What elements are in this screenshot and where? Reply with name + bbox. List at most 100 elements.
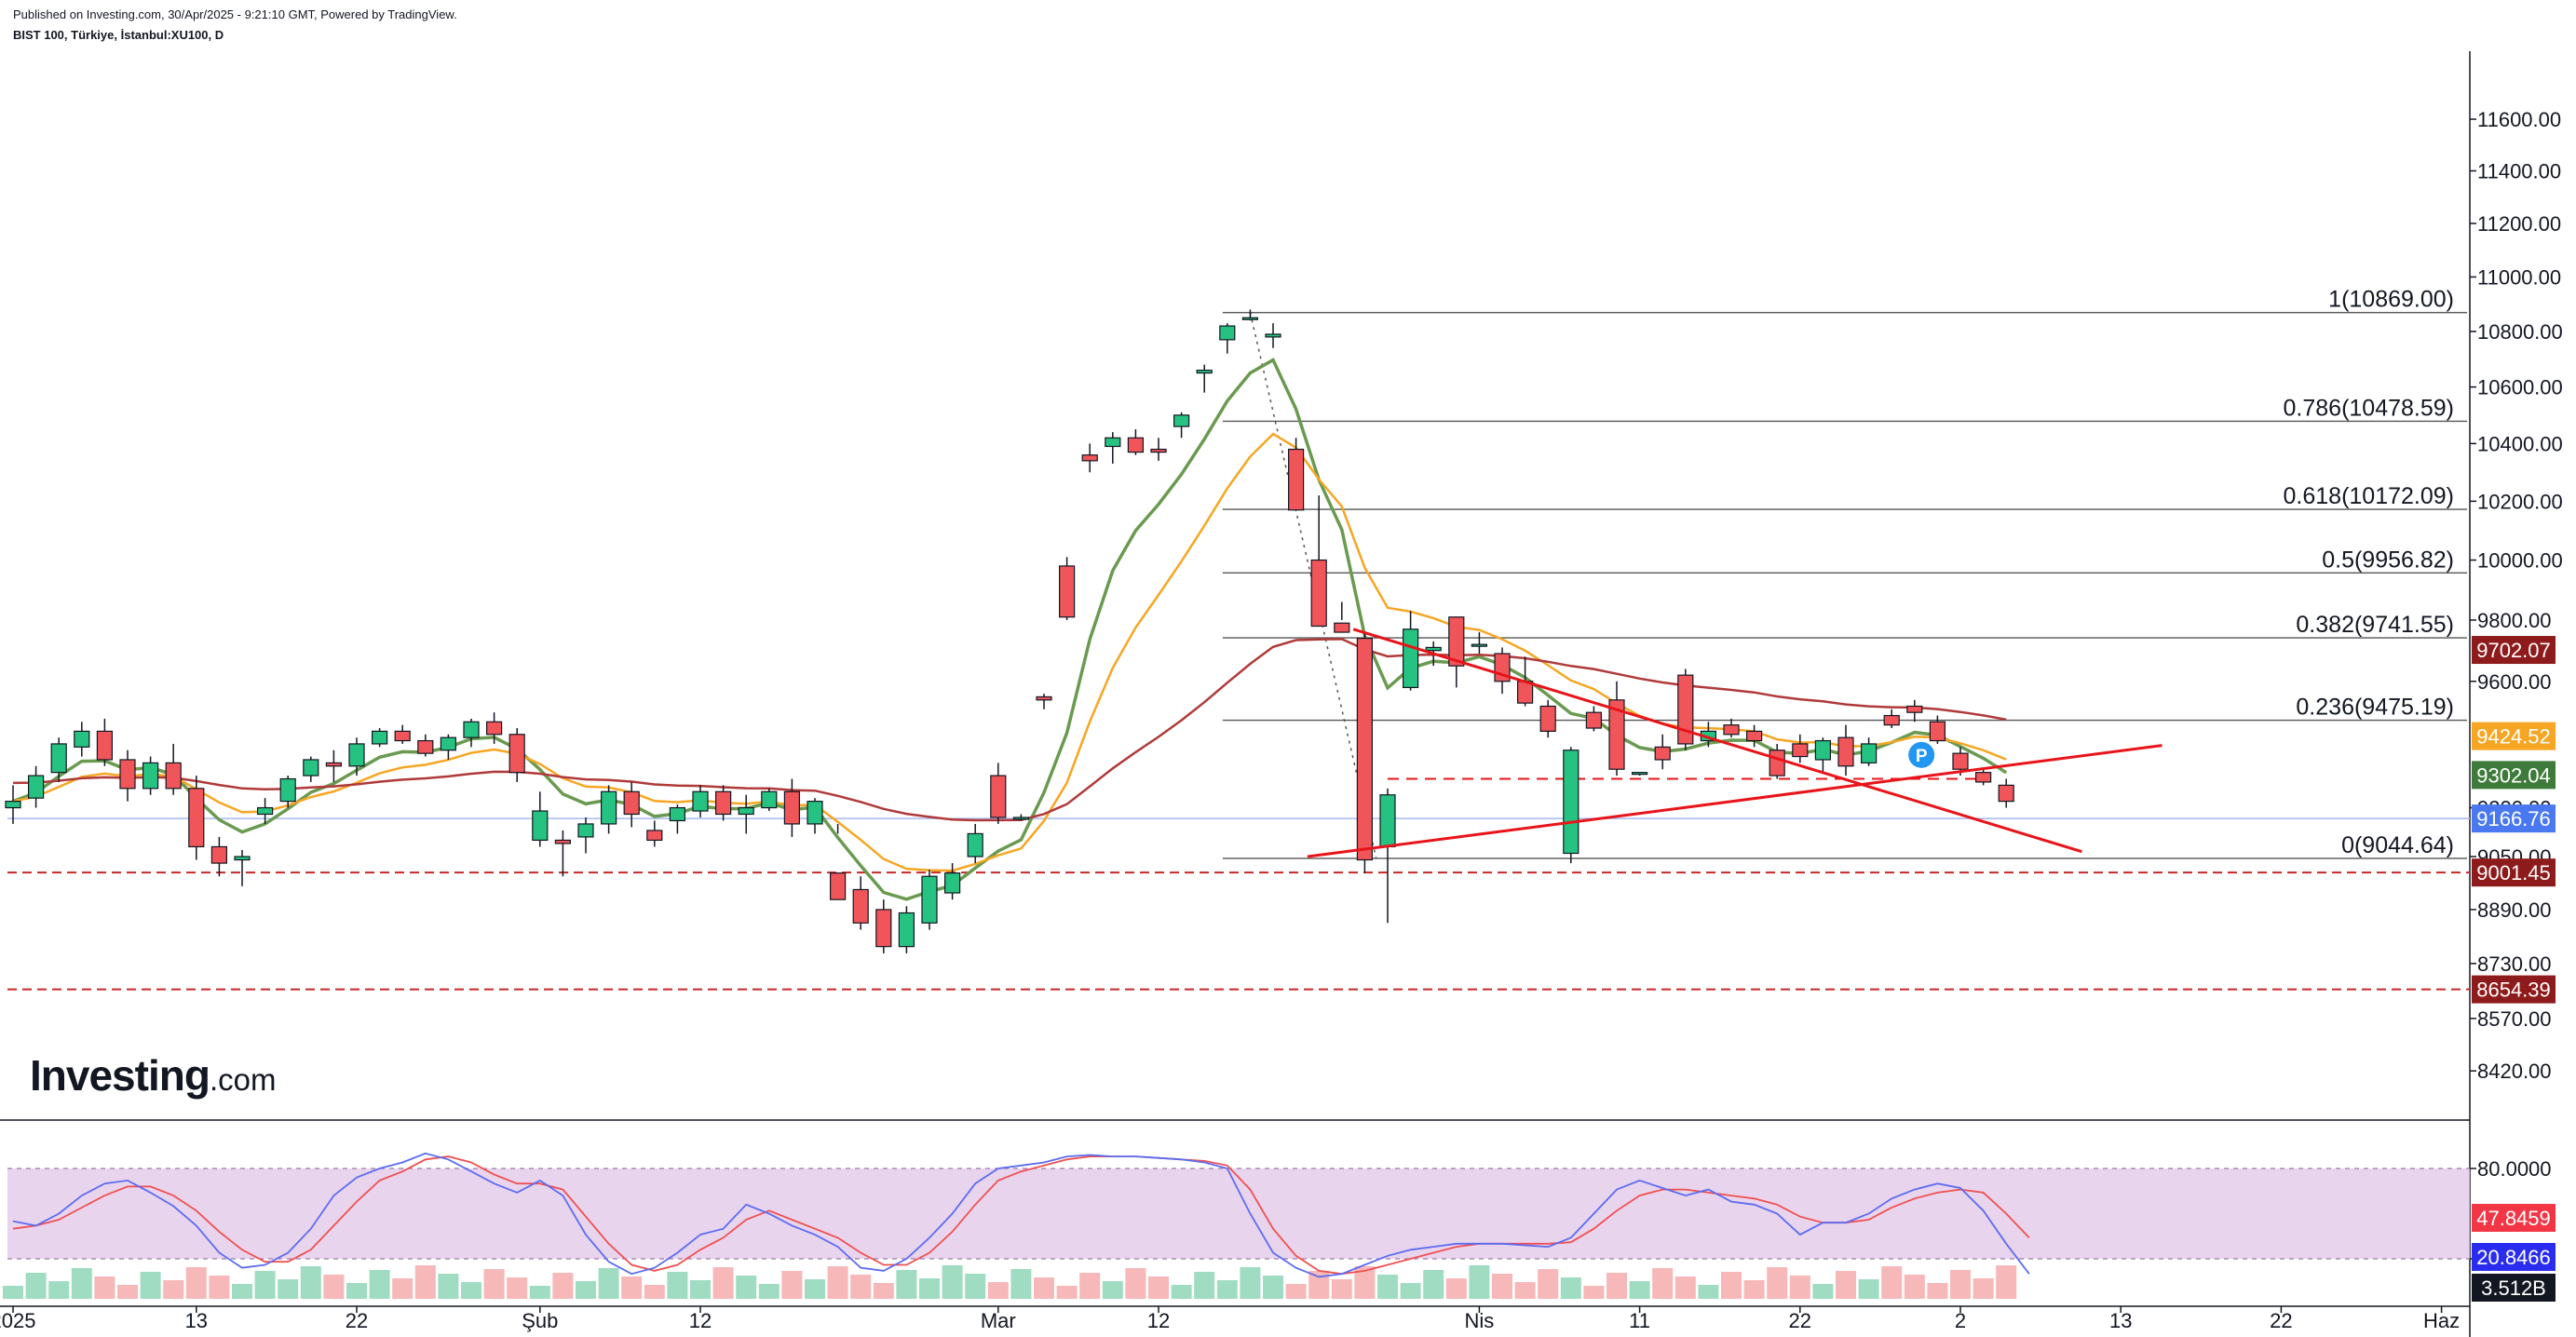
candle[interactable]: [1792, 734, 1809, 763]
candle[interactable]: [165, 743, 182, 795]
candle[interactable]: [692, 785, 709, 817]
candle[interactable]: [1036, 694, 1052, 709]
candle[interactable]: [1219, 323, 1236, 354]
candle[interactable]: [1883, 709, 1900, 729]
candle[interactable]: [74, 722, 90, 757]
candle[interactable]: [967, 823, 983, 864]
candle[interactable]: [1608, 681, 1625, 777]
time-axis[interactable]: 20251322Şub12Mar12Nis112221322Haz: [0, 1306, 2460, 1332]
candle[interactable]: [783, 778, 801, 837]
candle[interactable]: [303, 756, 319, 782]
candle[interactable]: [142, 756, 159, 795]
candle[interactable]: [1860, 737, 1878, 766]
candle[interactable]: [1539, 699, 1556, 738]
candle[interactable]: [1310, 495, 1327, 628]
candle[interactable]: [1654, 734, 1671, 770]
candle[interactable]: [943, 863, 961, 900]
time-tick-label: Şub: [522, 1309, 558, 1332]
price-axis[interactable]: 11600.00 11400.00 11200.00 11000.00 10800.00…: [2470, 108, 2563, 1271]
candle[interactable]: [1745, 724, 1763, 748]
candle[interactable]: [1494, 647, 1511, 695]
candle[interactable]: [417, 734, 434, 757]
trendline-1[interactable]: [1307, 744, 2162, 858]
candle[interactable]: [646, 820, 663, 847]
candle[interactable]: [669, 804, 686, 834]
candle[interactable]: [714, 785, 732, 821]
candle[interactable]: [394, 724, 411, 744]
candle-body: [1814, 739, 1832, 761]
volume-bar: [942, 1265, 963, 1299]
candle[interactable]: [234, 849, 251, 886]
candle[interactable]: [554, 830, 572, 877]
time-tick-label: 13: [2109, 1309, 2132, 1332]
candle[interactable]: [875, 899, 892, 953]
candle[interactable]: [577, 817, 594, 854]
candle[interactable]: [1379, 788, 1396, 924]
candle[interactable]: [623, 781, 640, 828]
candle[interactable]: [807, 798, 823, 834]
candle[interactable]: [119, 750, 136, 802]
candle[interactable]: [1837, 724, 1854, 777]
candle[interactable]: [921, 870, 938, 930]
candle[interactable]: [463, 718, 480, 748]
candle[interactable]: [1631, 772, 1648, 777]
candle[interactable]: [508, 728, 525, 782]
candle[interactable]: [600, 785, 617, 834]
candle[interactable]: [1173, 412, 1190, 439]
candle[interactable]: [1906, 699, 1923, 723]
candle[interactable]: [532, 791, 549, 847]
candle[interactable]: [1081, 443, 1098, 473]
candle[interactable]: [1563, 747, 1579, 864]
candle[interactable]: [852, 876, 869, 930]
candle[interactable]: [1975, 769, 1992, 786]
candle[interactable]: [348, 737, 365, 777]
candle[interactable]: [990, 763, 1007, 824]
candle[interactable]: [1929, 715, 1946, 744]
candle[interactable]: [5, 785, 21, 824]
candle[interactable]: [485, 712, 503, 744]
candle[interactable]: [1356, 632, 1374, 873]
candle[interactable]: [761, 788, 778, 812]
candle[interactable]: [1448, 616, 1465, 688]
candle[interactable]: [1585, 706, 1603, 732]
candle[interactable]: [188, 776, 205, 860]
candle[interactable]: [1241, 309, 1259, 321]
candle[interactable]: [1058, 557, 1076, 620]
candle[interactable]: [1952, 747, 1969, 777]
candle[interactable]: [898, 906, 915, 953]
candle[interactable]: [1998, 778, 2014, 808]
candle[interactable]: [28, 765, 45, 808]
volume-bar: [185, 1267, 207, 1299]
candles-layer[interactable]: [5, 309, 2014, 953]
candle[interactable]: [1334, 601, 1350, 633]
candle[interactable]: [1814, 737, 1832, 773]
volume-bar: [1240, 1267, 1261, 1299]
candle[interactable]: [1127, 429, 1145, 455]
candle[interactable]: [1265, 323, 1281, 348]
candle[interactable]: [1196, 364, 1213, 393]
candle[interactable]: [372, 728, 388, 748]
candle[interactable]: [1012, 814, 1030, 821]
candle[interactable]: [1723, 718, 1740, 738]
candle[interactable]: [1105, 432, 1121, 464]
price-tick-label: 8420.00: [2477, 1060, 2552, 1083]
candle-body: [1471, 643, 1488, 647]
trendline-0[interactable]: [1352, 628, 2082, 854]
candle-body: [1081, 454, 1098, 462]
candle[interactable]: [1287, 438, 1305, 511]
candle[interactable]: [440, 734, 456, 760]
candle[interactable]: [325, 750, 342, 782]
candle[interactable]: [210, 836, 227, 877]
candle[interactable]: [738, 794, 754, 834]
candle[interactable]: [829, 823, 847, 900]
candle[interactable]: [1471, 632, 1488, 655]
candle[interactable]: [1150, 438, 1167, 461]
candle[interactable]: [279, 776, 296, 808]
candle[interactable]: [50, 737, 67, 782]
candle[interactable]: [1402, 611, 1419, 691]
trendline-layer[interactable]: P: [1307, 628, 2162, 858]
candle[interactable]: [1677, 668, 1694, 750]
candle[interactable]: [257, 798, 274, 824]
candle[interactable]: [96, 718, 114, 766]
